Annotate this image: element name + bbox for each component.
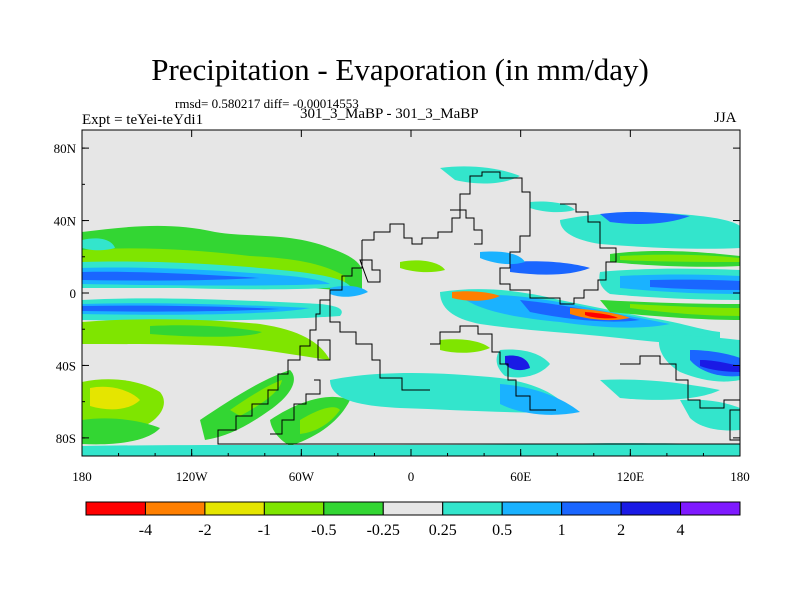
lat-tick-label: 80S — [56, 431, 76, 446]
latitude-ticks: 80N 40N 0 40S 80S — [54, 141, 740, 446]
lon-tick-label: 60E — [510, 469, 531, 484]
colorbar-label: 0.5 — [492, 522, 512, 539]
colorbar-label: -2 — [198, 522, 211, 539]
lon-tick-label: 60W — [289, 469, 315, 484]
colorbar: -4 -2 -1 -0.5 -0.25 0.25 0.5 1 2 4 — [85, 501, 741, 539]
colorbar-swatch — [144, 501, 206, 516]
plot-title: Precipitation - Evaporation (in mm/day) — [151, 52, 649, 87]
lon-tick-label: 0 — [408, 469, 415, 484]
colorbar-swatch — [561, 501, 622, 516]
colorbar-swatch — [263, 501, 325, 516]
colorbar-label: -4 — [139, 522, 152, 539]
colorbar-label: 4 — [677, 522, 685, 539]
colorbar-label: -0.25 — [367, 522, 400, 539]
contour-field — [82, 166, 740, 456]
lon-tick-label: 120W — [176, 469, 209, 484]
colorbar-swatch — [85, 501, 146, 516]
lat-tick-label: 80N — [54, 141, 77, 156]
lon-tick-label: 180 — [730, 469, 750, 484]
colorbar-swatch — [323, 501, 384, 516]
lat-tick-label: 40S — [56, 358, 76, 373]
colorbar-label: 2 — [617, 522, 625, 539]
lat-tick-label: 40N — [54, 214, 77, 229]
colorbar-swatch — [382, 501, 444, 516]
colorbar-label: -0.5 — [311, 522, 336, 539]
colorbar-label: -1 — [258, 522, 271, 539]
lon-tick-label: 120E — [617, 469, 645, 484]
longitude-ticks: 180 120W 60W 0 60E 120E 180 — [72, 130, 750, 484]
colorbar-swatch — [680, 501, 741, 516]
colorbar-swatch — [620, 501, 682, 516]
rmsd-label: rmsd= 0.580217 diff= -0.00014553 — [175, 96, 359, 111]
colorbar-label: 1 — [558, 522, 566, 539]
subtitle-label: 301_3_MaBP - 301_3_MaBP — [300, 106, 479, 122]
colorbar-label: 0.25 — [429, 522, 457, 539]
lat-tick-label: 0 — [70, 286, 77, 301]
lon-tick-label: 180 — [72, 469, 92, 484]
coastlines — [217, 171, 740, 445]
colorbar-swatch — [204, 501, 265, 516]
experiment-label: Expt = teYei-teYdi1 — [82, 112, 204, 128]
colorbar-swatch — [442, 501, 503, 516]
season-label: JJA — [714, 110, 737, 126]
colorbar-swatch — [501, 501, 563, 516]
